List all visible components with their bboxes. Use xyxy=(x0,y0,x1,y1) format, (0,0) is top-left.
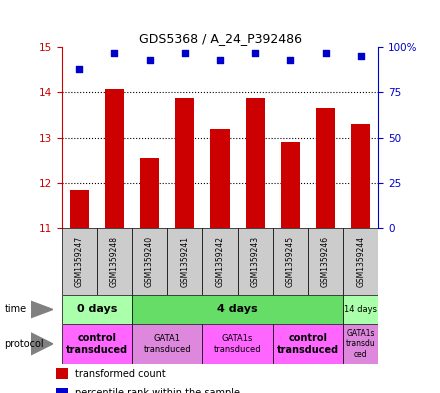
Text: 14 days: 14 days xyxy=(345,305,378,314)
Text: GSM1359247: GSM1359247 xyxy=(75,236,84,287)
Text: GSM1359248: GSM1359248 xyxy=(110,236,119,287)
Bar xyxy=(62,228,97,295)
Text: GSM1359243: GSM1359243 xyxy=(251,236,260,287)
Point xyxy=(76,66,83,72)
Bar xyxy=(246,98,265,228)
Bar xyxy=(56,368,68,379)
Bar xyxy=(56,388,68,393)
Text: transformed count: transformed count xyxy=(74,369,165,379)
Point xyxy=(252,50,259,56)
Point xyxy=(357,53,364,59)
Bar xyxy=(343,295,378,324)
Bar xyxy=(351,124,370,228)
Text: GSM1359240: GSM1359240 xyxy=(145,236,154,287)
Text: GSM1359242: GSM1359242 xyxy=(216,236,224,287)
Bar xyxy=(308,228,343,295)
Text: protocol: protocol xyxy=(4,339,44,349)
Text: 0 days: 0 days xyxy=(77,305,117,314)
Bar xyxy=(273,228,308,295)
Text: GSM1359246: GSM1359246 xyxy=(321,236,330,287)
Bar xyxy=(62,295,132,324)
Text: time: time xyxy=(4,305,26,314)
Bar xyxy=(343,324,378,364)
Text: GSM1359241: GSM1359241 xyxy=(180,236,189,287)
Text: GSM1359245: GSM1359245 xyxy=(286,236,295,287)
Text: GSM1359244: GSM1359244 xyxy=(356,236,365,287)
Text: GATA1s
transdu
ced: GATA1s transdu ced xyxy=(346,329,376,359)
Bar xyxy=(140,158,159,228)
Polygon shape xyxy=(31,333,53,355)
Text: GATA1
transduced: GATA1 transduced xyxy=(143,334,191,354)
Point xyxy=(216,57,224,63)
Bar xyxy=(210,129,230,228)
Bar xyxy=(62,324,132,364)
Bar xyxy=(273,324,343,364)
Bar xyxy=(343,228,378,295)
Bar xyxy=(132,228,167,295)
Bar xyxy=(167,228,202,295)
Point xyxy=(181,50,188,56)
Bar xyxy=(97,228,132,295)
Polygon shape xyxy=(31,301,53,318)
Text: percentile rank within the sample: percentile rank within the sample xyxy=(74,388,239,393)
Bar xyxy=(316,108,335,228)
Bar xyxy=(202,324,273,364)
Text: control
transduced: control transduced xyxy=(277,333,339,354)
Point xyxy=(287,57,294,63)
Point xyxy=(111,50,118,56)
Text: 4 days: 4 days xyxy=(217,305,258,314)
Bar xyxy=(202,228,238,295)
Title: GDS5368 / A_24_P392486: GDS5368 / A_24_P392486 xyxy=(139,31,301,44)
Bar xyxy=(238,228,273,295)
Point xyxy=(322,50,329,56)
Bar xyxy=(132,295,343,324)
Text: GATA1s
transduced: GATA1s transduced xyxy=(214,334,261,354)
Text: control
transduced: control transduced xyxy=(66,333,128,354)
Bar xyxy=(281,142,300,228)
Bar xyxy=(70,189,89,228)
Bar xyxy=(105,89,124,228)
Point xyxy=(146,57,153,63)
Bar xyxy=(175,98,194,228)
Bar xyxy=(132,324,202,364)
